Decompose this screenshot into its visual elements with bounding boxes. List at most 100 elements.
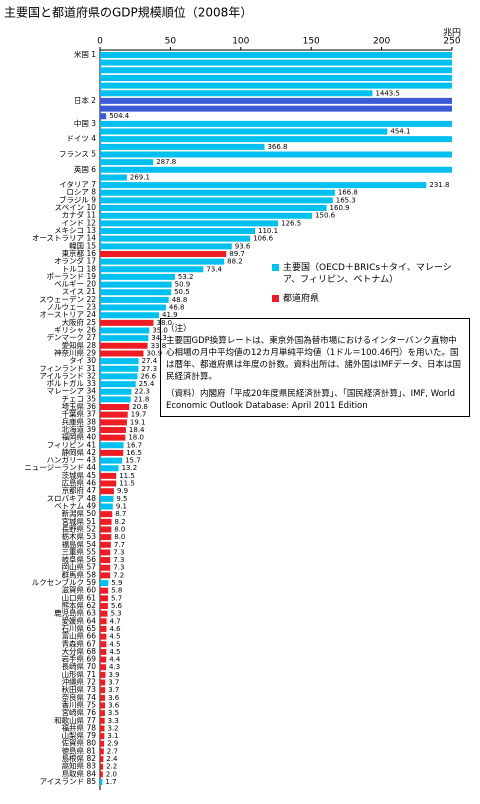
value-label: 5.9 <box>111 579 122 587</box>
value-label: 21.8 <box>134 395 150 403</box>
category-label: 熊本県 62 <box>62 600 97 610</box>
category-label: 中国 3 <box>74 118 96 128</box>
value-label: 50.9 <box>175 281 191 289</box>
category-label: 埼玉県 36 <box>62 401 97 411</box>
note-source: （資料）内閣府「平成20年度県民経済計算」、「国民経済計算」、IMF, Worl… <box>166 389 456 411</box>
bar <box>100 625 107 632</box>
value-label: 26.6 <box>140 372 156 380</box>
value-label: 3.7 <box>108 679 119 687</box>
category-label: タイ 30 <box>69 356 96 365</box>
category-label: ブラジル 9 <box>59 194 96 204</box>
bar <box>100 434 126 441</box>
category-label: 大阪府 25 <box>62 317 97 327</box>
category-label: 秋田県 73 <box>62 684 97 694</box>
bar <box>100 250 227 257</box>
bar <box>100 602 108 609</box>
category-label: スペイン 10 <box>55 203 97 212</box>
value-label: 93.6 <box>235 242 251 250</box>
bar <box>100 289 172 296</box>
category-label: ベトナム 49 <box>54 502 96 511</box>
value-label: 4.7 <box>110 617 121 625</box>
bar <box>100 472 117 479</box>
bar <box>100 526 112 533</box>
bar <box>100 503 113 510</box>
value-label: 88.2 <box>227 258 243 266</box>
bar <box>100 534 112 541</box>
category-label: オーストリア 24 <box>39 310 96 319</box>
legend-swatch <box>272 295 279 302</box>
category-label: オーストラリア 14 <box>32 234 96 243</box>
category-label: 福井県 78 <box>62 722 97 732</box>
value-label: 3.5 <box>108 709 119 717</box>
bar <box>100 641 107 648</box>
category-label: ギリシャ 26 <box>54 325 96 334</box>
bar <box>100 296 169 303</box>
category-label: ニュージーランド 44 <box>24 463 96 472</box>
category-label: 島根県 82 <box>62 753 97 763</box>
category-label: 栃木県 53 <box>62 531 97 541</box>
value-label: 454.1 <box>390 128 410 136</box>
category-label: 和歌山県 77 <box>54 715 96 725</box>
value-label: 7.7 <box>114 541 125 549</box>
bar <box>100 457 123 464</box>
value-label: 19.1 <box>130 418 146 426</box>
category-label: ノルウェー 23 <box>47 303 97 312</box>
bar <box>100 541 111 548</box>
bar <box>100 197 333 204</box>
bar <box>100 733 105 740</box>
value-label: 11.5 <box>119 472 135 480</box>
value-label: 106.6 <box>253 235 274 243</box>
bar <box>100 572 111 579</box>
category-label: チェコ 35 <box>62 394 97 403</box>
x-tick-label: 150 <box>303 37 320 47</box>
bar <box>100 595 109 602</box>
bar <box>100 756 104 763</box>
category-label: 岡山県 57 <box>62 562 97 572</box>
category-label: 愛媛県 64 <box>62 615 97 625</box>
bar <box>100 580 109 587</box>
value-label: 9.1 <box>116 503 127 511</box>
bar <box>100 189 335 196</box>
bar <box>100 725 105 732</box>
value-label: 3.9 <box>108 671 119 679</box>
bar <box>100 771 103 778</box>
value-label: 3.6 <box>108 701 120 709</box>
bar <box>100 511 113 518</box>
value-label: 7.3 <box>113 556 124 564</box>
category-label: 大分県 68 <box>62 646 97 656</box>
value-label: 89.7 <box>229 250 245 258</box>
value-label: 2.9 <box>107 740 118 748</box>
bar <box>100 281 172 288</box>
value-label: 50.5 <box>174 288 190 296</box>
category-label: ポルトガル 33 <box>47 378 97 388</box>
bar <box>100 449 124 456</box>
value-label: 4.6 <box>109 625 121 633</box>
bar <box>100 426 126 433</box>
category-label: メキシコ 13 <box>54 226 96 235</box>
value-label: 150.6 <box>315 212 336 220</box>
category-label: 宮城県 51 <box>62 516 97 526</box>
value-label: 269.1 <box>130 173 150 181</box>
bar <box>100 717 105 724</box>
bar <box>100 327 150 334</box>
value-label: 7.2 <box>113 571 124 579</box>
value-label: 3.7 <box>108 686 119 694</box>
note-text: 主要国GDP換算レートは、東京外国為替市場におけるインターバンク直物中心相場の月… <box>166 336 461 382</box>
bar <box>100 182 427 189</box>
legend-item: 主要国（OECD＋BRICs＋タイ、マレーシア、フィリピン、ベトナム） <box>272 262 462 286</box>
category-label: 京都府 47 <box>62 485 97 495</box>
value-label: 27.4 <box>142 357 158 365</box>
bar <box>100 404 130 411</box>
value-label: 4.5 <box>109 648 120 656</box>
x-tick-label: 200 <box>373 37 390 47</box>
x-tick-label: 250 <box>443 37 460 47</box>
bar <box>100 480 117 487</box>
legend-swatch <box>272 264 279 271</box>
category-label: 鹿児島県 63 <box>54 608 96 618</box>
category-label: 東京都 16 <box>62 248 97 258</box>
value-label: 33.8 <box>151 342 167 350</box>
value-label: 3.6 <box>108 694 120 702</box>
x-tick-label: 0 <box>97 37 103 47</box>
category-label: 石川県 65 <box>62 624 97 633</box>
value-label: 15.7 <box>125 457 141 465</box>
